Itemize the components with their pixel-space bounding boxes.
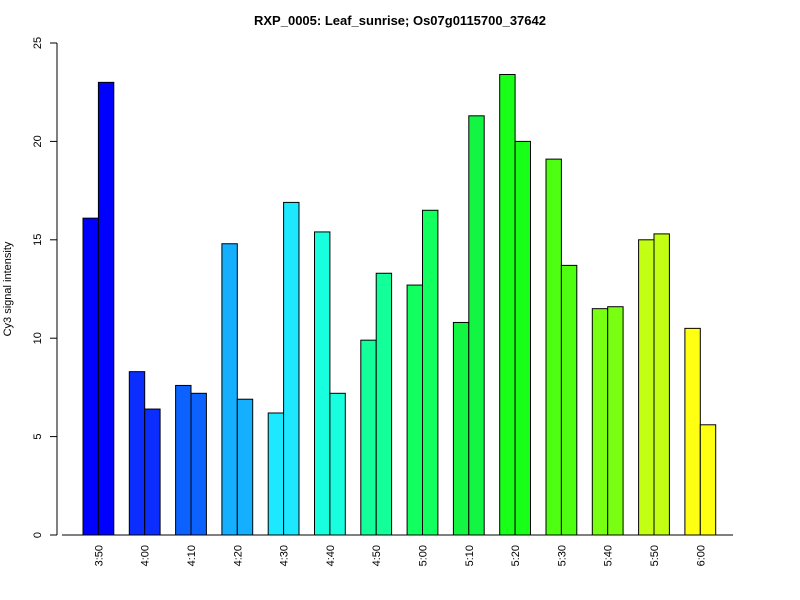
bar-420-2 bbox=[236, 398, 254, 536]
x-tick-label: 4:30 bbox=[279, 545, 291, 566]
bar-520-2 bbox=[514, 140, 531, 536]
x-tick-label: 6:00 bbox=[695, 545, 707, 566]
x-tick-label: 4:00 bbox=[140, 545, 152, 566]
bar-510-2 bbox=[468, 115, 485, 536]
x-tick-label: 4:10 bbox=[186, 545, 198, 566]
bar-350-1 bbox=[82, 217, 99, 536]
x-tick-label: 5:10 bbox=[464, 545, 476, 566]
bar-350-2 bbox=[97, 81, 115, 536]
y-tick-label: 15 bbox=[32, 234, 44, 246]
bar-450-2 bbox=[375, 272, 393, 536]
bar-550-1 bbox=[638, 239, 655, 536]
bar-440-1 bbox=[314, 231, 331, 536]
bar-430-2 bbox=[283, 201, 300, 536]
x-tick-label: 4:40 bbox=[325, 545, 337, 566]
x-tick-label: 5:00 bbox=[418, 545, 430, 566]
bar-430-1 bbox=[267, 412, 285, 536]
bar-400-2 bbox=[144, 408, 161, 536]
x-axis: 3:50 4:00 4:10 4:20 4:30 4:40 4:50 5:00 5:10 5:20… bbox=[62, 534, 733, 566]
bar-530-2 bbox=[560, 264, 578, 536]
y-tick-label: 5 bbox=[32, 434, 44, 440]
x-tick-label: 3:50 bbox=[93, 545, 105, 566]
bar-520-1 bbox=[499, 73, 516, 536]
y-tick-label: 20 bbox=[32, 135, 44, 147]
bar-600-2 bbox=[699, 424, 717, 536]
x-tick-label: 5:50 bbox=[649, 545, 661, 566]
y-tick-label: 0 bbox=[32, 532, 44, 538]
bar-420-1 bbox=[221, 243, 238, 536]
y-axis-label: Cy3 signal intensity bbox=[2, 241, 14, 336]
x-tick-label: 5:40 bbox=[603, 545, 615, 566]
bar-440-2 bbox=[329, 392, 346, 536]
bars-group bbox=[82, 73, 717, 536]
x-tick-label: 5:30 bbox=[556, 545, 568, 566]
x-tick-label: 5:20 bbox=[510, 545, 522, 566]
chart-title: RXP_0005: Leaf_sunrise; Os07g0115700_376… bbox=[254, 13, 546, 28]
bar-500-2 bbox=[422, 209, 439, 536]
bar-410-2 bbox=[190, 392, 207, 536]
bar-510-1 bbox=[452, 321, 470, 536]
bar-500-1 bbox=[406, 284, 424, 536]
bar-450-1 bbox=[360, 339, 377, 536]
y-tick-label: 25 bbox=[32, 37, 44, 49]
y-axis: 0 5 10 15 20 25 bbox=[32, 37, 58, 538]
bar-400-1 bbox=[128, 371, 146, 536]
bar-550-2 bbox=[653, 233, 670, 536]
bar-410-1 bbox=[175, 384, 192, 536]
bar-540-1 bbox=[591, 308, 609, 536]
bar-540-2 bbox=[607, 306, 624, 536]
bar-530-1 bbox=[545, 158, 562, 536]
x-tick-label: 4:20 bbox=[232, 545, 244, 566]
bar-600-1 bbox=[684, 327, 701, 536]
x-tick-label: 4:50 bbox=[371, 545, 383, 566]
y-tick-label: 10 bbox=[32, 332, 44, 344]
